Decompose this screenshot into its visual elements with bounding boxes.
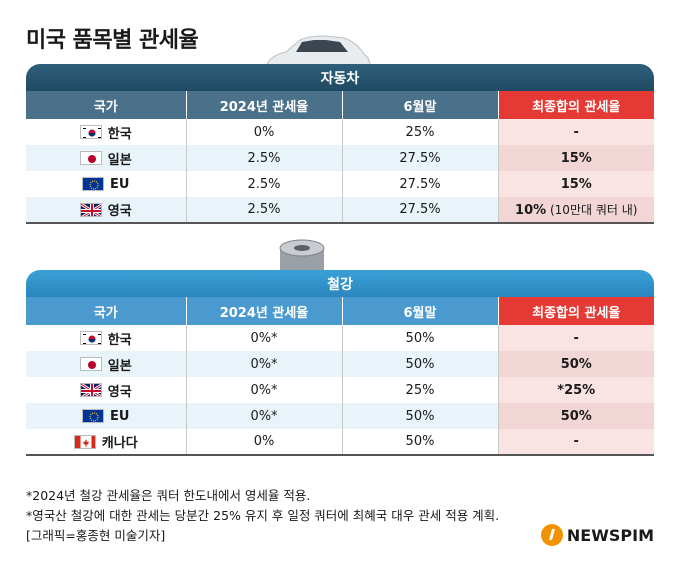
rate-final: - [498, 429, 654, 455]
rate-june: 50% [342, 325, 499, 351]
col-final: 최종합의 관세율 [498, 91, 654, 119]
steel-section-header: 철강 [26, 270, 654, 297]
table-row: EU 0%* 50% 50% [26, 403, 654, 429]
page-title: 미국 품목별 관세율 [26, 28, 199, 53]
col-final: 최종합의 관세율 [498, 297, 654, 325]
rate-june: 25% [342, 119, 499, 145]
car-section: 자동차 국가 2024년 관세율 6월말 최종합의 관세율 한국 0% 25% … [26, 64, 654, 224]
japan-flag-icon [79, 357, 102, 371]
rate-final: - [498, 325, 654, 351]
rate-june: 50% [342, 403, 499, 429]
rate-june: 27.5% [342, 171, 499, 197]
rate-2024: 0% [186, 119, 343, 145]
rate-2024: 2.5% [186, 197, 343, 223]
rate-final: - [498, 119, 654, 145]
col-country: 국가 [26, 91, 187, 119]
steel-table: 국가 2024년 관세율 6월말 최종합의 관세율 한국 0%* 50% - 일… [26, 297, 654, 456]
table-row: 영국 2.5% 27.5% 10% (10만대 쿼터 내) [26, 197, 654, 223]
country-label: 영국 [107, 204, 132, 219]
rate-2024: 0%* [186, 351, 343, 377]
newspim-logo: NEWSPIM [540, 524, 654, 546]
rate-final: *25% [498, 377, 654, 403]
rate-final: 50% [498, 403, 654, 429]
rate-june: 27.5% [342, 197, 499, 223]
korea-flag-icon [79, 125, 102, 139]
canada-flag-icon [73, 434, 96, 449]
table-row: 일본 2.5% 27.5% 15% [26, 145, 654, 171]
rate-june: 27.5% [342, 145, 499, 171]
car-section-header: 자동차 [26, 64, 654, 91]
footnote: *영국산 철강에 대한 관세는 당분간 25% 유지 후 일정 쿼터에 최혜국 … [26, 508, 500, 523]
newspim-logo-icon [540, 524, 563, 546]
car-section-label: 자동차 [320, 70, 360, 87]
table-row: 캐나다 0% 50% - [26, 429, 654, 455]
eu-flag-icon [82, 177, 105, 191]
rate-2024: 2.5% [186, 171, 343, 197]
car-header-row: 국가 2024년 관세율 6월말 최종합의 관세율 [26, 91, 654, 119]
logo-text: NEWSPIM [566, 525, 654, 545]
korea-flag-icon [79, 331, 102, 345]
country-label: 영국 [107, 384, 132, 400]
rate-final: 15% [498, 171, 654, 197]
col-june: 6월말 [342, 91, 499, 119]
rate-2024: 0%* [186, 325, 343, 351]
rate-final: 10% (10만대 쿼터 내) [498, 197, 654, 223]
table-row: 한국 0%* 50% - [26, 325, 654, 351]
country-label: 한국 [107, 126, 132, 142]
table-row: 영국 0%* 25% *25% [26, 377, 654, 403]
col-2024: 2024년 관세율 [186, 297, 343, 325]
table-row: EU 2.5% 27.5% 15% [26, 171, 654, 197]
country-label: 캐나다 [101, 436, 138, 451]
japan-flag-icon [79, 151, 102, 165]
steel-section-label: 철강 [327, 276, 353, 293]
rate-2024: 0%* [186, 403, 343, 429]
rate-june: 50% [342, 351, 499, 377]
col-2024: 2024년 관세율 [186, 91, 343, 119]
uk-flag-icon [79, 383, 102, 397]
rate-june: 25% [342, 377, 499, 403]
credit: [그래픽=홍종현 미술기자] [26, 528, 166, 543]
rate-final: 50% [498, 351, 654, 377]
rate-final-value: 10% [515, 203, 547, 218]
col-country: 국가 [26, 297, 187, 325]
footnote: *2024년 철강 관세율은 쿼터 한도내에서 영세율 적용. [26, 488, 311, 503]
steel-header-row: 국가 2024년 관세율 6월말 최종합의 관세율 [26, 297, 654, 325]
eu-flag-icon [82, 409, 105, 423]
footnotes: *2024년 철강 관세율은 쿼터 한도내에서 영세율 적용. *영국산 철강에… [26, 486, 499, 546]
col-june: 6월말 [342, 297, 499, 325]
steel-section: 철강 국가 2024년 관세율 6월말 최종합의 관세율 한국 0%* 50% … [26, 270, 654, 456]
table-row: 일본 0%* 50% 50% [26, 351, 654, 377]
uk-flag-icon [79, 202, 102, 217]
rate-final-note: (10만대 쿼터 내) [546, 203, 638, 217]
country-label: EU [110, 408, 130, 424]
country-label: 한국 [107, 332, 132, 348]
country-label: EU [110, 176, 130, 192]
rate-2024: 2.5% [186, 145, 343, 171]
car-table: 국가 2024년 관세율 6월말 최종합의 관세율 한국 0% 25% - 일본… [26, 91, 654, 224]
table-row: 한국 0% 25% - [26, 119, 654, 145]
rate-2024: 0% [186, 429, 343, 455]
rate-2024: 0%* [186, 377, 343, 403]
country-label: 일본 [107, 152, 132, 168]
rate-june: 50% [342, 429, 499, 455]
country-label: 일본 [107, 358, 132, 374]
rate-final: 15% [498, 145, 654, 171]
